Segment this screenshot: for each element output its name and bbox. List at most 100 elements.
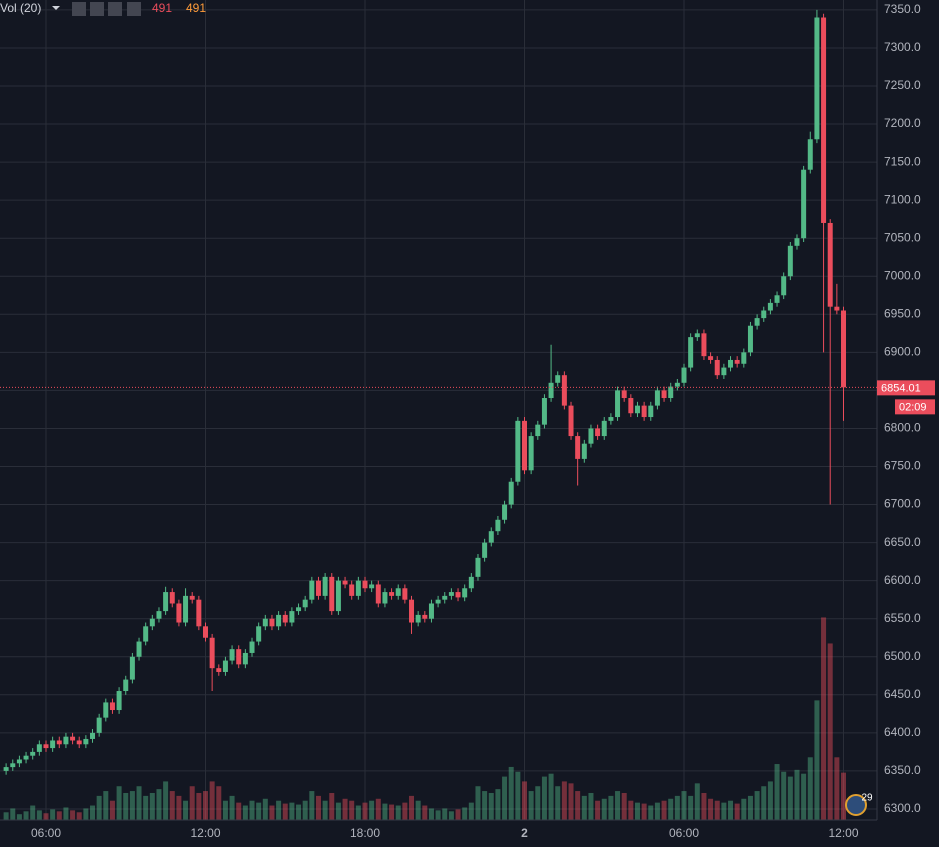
volume-bar (249, 800, 255, 820)
candle-body (827, 222, 833, 307)
volume-bar (641, 803, 647, 820)
candle-body (296, 607, 302, 612)
candle-body (548, 382, 554, 399)
candle-body (781, 276, 787, 296)
volume-bar (615, 791, 621, 820)
volume-bar (415, 800, 421, 820)
candle-body (581, 443, 587, 459)
volume-bar (96, 795, 102, 820)
volume-bar (63, 807, 69, 820)
volume-bar (196, 792, 202, 820)
y-tick-label: 6600.0 (884, 573, 921, 587)
x-tick-label: 2 (521, 826, 528, 840)
volume-bar (428, 808, 434, 820)
countdown-label: 02:09 (899, 401, 927, 413)
volume-bar (189, 786, 195, 820)
candle-body (56, 740, 62, 745)
volume-bar (183, 800, 189, 820)
candle-body (495, 519, 501, 532)
candle-body (276, 614, 282, 627)
candle-body (289, 611, 295, 623)
candle-body (83, 738, 89, 745)
candle-body (109, 702, 115, 711)
volume-legend-label[interactable]: Vol (20) (0, 1, 41, 15)
candle-body (601, 420, 607, 437)
candle-body (588, 428, 594, 444)
candle-body (329, 576, 335, 612)
gear-button[interactable] (90, 2, 104, 16)
volume-bar (222, 800, 228, 820)
dropdown-arrow[interactable] (52, 6, 60, 10)
volume-bar (3, 812, 9, 820)
candle-body (43, 744, 49, 749)
volume-bar (628, 800, 634, 820)
volume-bar (482, 791, 488, 820)
candle-body (375, 584, 381, 604)
candle-body (654, 390, 660, 406)
volume-bar (229, 795, 235, 820)
volume-bar (309, 791, 315, 820)
volume-bar (83, 808, 89, 820)
volume-bar (402, 802, 408, 820)
volume-bar (382, 803, 388, 820)
candle-body (428, 603, 434, 619)
candle-body (608, 417, 614, 421)
x-tick-label: 06:00 (669, 826, 699, 840)
candle-body (468, 576, 474, 589)
close-button[interactable] (127, 2, 141, 16)
candle-body (50, 740, 56, 749)
candle-body (488, 531, 494, 543)
volume-bar (302, 800, 308, 820)
volume-bar (681, 791, 687, 820)
candle-body (302, 599, 308, 608)
volume-bar (488, 792, 494, 820)
candle-body (747, 325, 753, 353)
volume-bar (714, 800, 720, 820)
candle-body (615, 390, 621, 418)
volume-bar (422, 805, 428, 820)
add-button[interactable] (108, 2, 122, 16)
candle-body (402, 588, 408, 600)
candle-body (183, 595, 189, 623)
volume-ma-value: 491 (186, 1, 206, 15)
volume-bar (648, 805, 654, 820)
volume-bar (781, 771, 787, 820)
candle-body (415, 614, 421, 623)
y-tick-label: 7200.0 (884, 116, 921, 130)
candle-body (794, 238, 800, 246)
settings-button[interactable] (72, 2, 86, 16)
volume-bar (741, 798, 747, 820)
y-tick-label: 6450.0 (884, 687, 921, 701)
volume-bar (608, 795, 614, 820)
volume-bar (807, 757, 813, 820)
candle-body (688, 337, 694, 368)
volume-bar (448, 811, 454, 820)
volume-bar (521, 781, 527, 820)
volume-bar (10, 808, 16, 820)
candle-body (382, 592, 388, 604)
candle-body (508, 481, 514, 505)
x-tick-label: 06:00 (31, 826, 61, 840)
candle-body (76, 740, 82, 745)
volume-bar (389, 804, 395, 820)
candle-body (741, 352, 747, 364)
volume-bar (202, 791, 208, 820)
candle-body (708, 356, 714, 360)
candle-body (236, 649, 242, 665)
badge[interactable]: 29 (845, 793, 873, 816)
volume-bar (721, 802, 727, 820)
volume-bar (568, 783, 574, 820)
volume-bar (129, 791, 135, 820)
volume-bar (761, 786, 767, 820)
candle-body (541, 398, 547, 425)
candle-body (262, 618, 268, 627)
volume-bar (654, 802, 660, 820)
volume-bar (209, 781, 215, 820)
badge-icon[interactable] (845, 794, 867, 816)
candle-body (389, 592, 395, 596)
y-tick-label: 6500.0 (884, 649, 921, 663)
candle-body (568, 405, 574, 437)
candle-body (475, 557, 481, 577)
candle-body (249, 641, 255, 653)
volume-bar (661, 800, 667, 820)
